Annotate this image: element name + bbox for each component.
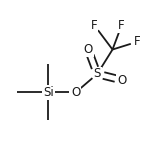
Text: O: O: [83, 43, 93, 56]
Text: O: O: [117, 74, 126, 87]
Text: F: F: [118, 19, 125, 32]
Text: F: F: [134, 35, 140, 48]
Text: Si: Si: [43, 86, 54, 99]
Text: S: S: [94, 67, 101, 80]
Text: F: F: [91, 19, 98, 32]
Text: O: O: [71, 86, 81, 99]
